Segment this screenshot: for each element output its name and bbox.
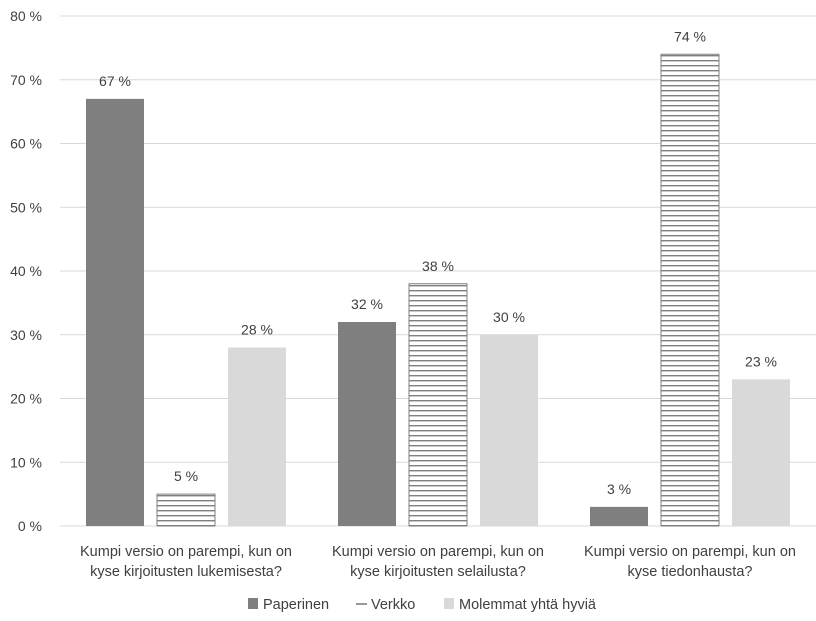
data-label: 28 % xyxy=(241,322,273,338)
y-tick-label: 20 % xyxy=(10,391,42,407)
bar-molemmat-yht-hyvi- xyxy=(228,347,286,526)
data-label: 32 % xyxy=(351,296,383,312)
bar-verkko xyxy=(156,493,216,527)
category-label: kyse kirjoitusten selailusta? xyxy=(350,564,526,580)
bar-molemmat-yht-hyvi- xyxy=(732,379,790,526)
bar-paperinen xyxy=(86,98,144,526)
data-labels: 67 % 5 % 28 % 32 % 38 % 30 % 3 % 74 % 23 % xyxy=(99,28,777,497)
y-tick-label: 10 % xyxy=(10,454,42,470)
legend: Paperinen Verkko Molemmat yhtä hyviä xyxy=(248,597,597,613)
data-label: 5 % xyxy=(174,468,198,484)
legend-label: Verkko xyxy=(371,597,415,613)
y-axis-ticks: 0 % 10 % 20 % 30 % 40 % 50 % 60 % 70 % 80 % xyxy=(10,8,42,534)
y-tick-label: 60 % xyxy=(10,136,42,152)
bar-paperinen xyxy=(590,506,648,526)
legend-label: Paperinen xyxy=(263,597,329,613)
bar-molemmat-yht-hyvi- xyxy=(480,334,538,526)
bars xyxy=(86,53,790,527)
y-tick-label: 50 % xyxy=(10,199,42,215)
y-tick-label: 30 % xyxy=(10,327,42,343)
bar-verkko xyxy=(408,283,468,527)
legend-label: Molemmat yhtä hyviä xyxy=(459,597,597,613)
data-label: 3 % xyxy=(607,481,631,497)
y-tick-label: 70 % xyxy=(10,72,42,88)
x-axis-categories: Kumpi versio on parempi, kun on kyse kirj… xyxy=(80,544,796,580)
data-label: 67 % xyxy=(99,73,131,89)
category-label: Kumpi versio on parempi, kun on xyxy=(332,544,544,560)
category-label: Kumpi versio on parempi, kun on xyxy=(80,544,292,560)
y-tick-label: 40 % xyxy=(10,263,42,279)
legend-swatch xyxy=(444,598,454,609)
data-label: 30 % xyxy=(493,309,525,325)
data-label: 38 % xyxy=(422,258,454,274)
y-tick-label: 80 % xyxy=(10,8,42,24)
gridlines xyxy=(60,15,816,527)
legend-swatch xyxy=(248,598,258,609)
category-label: Kumpi versio on parempi, kun on xyxy=(584,544,796,560)
y-tick-label: 0 % xyxy=(18,518,42,534)
data-label: 74 % xyxy=(674,28,706,44)
category-label: kyse kirjoitusten lukemisesta? xyxy=(90,564,282,580)
data-label: 23 % xyxy=(745,353,777,369)
category-label: kyse tiedonhausta? xyxy=(628,564,753,580)
bar-paperinen xyxy=(338,322,396,526)
bar-verkko xyxy=(660,53,720,527)
